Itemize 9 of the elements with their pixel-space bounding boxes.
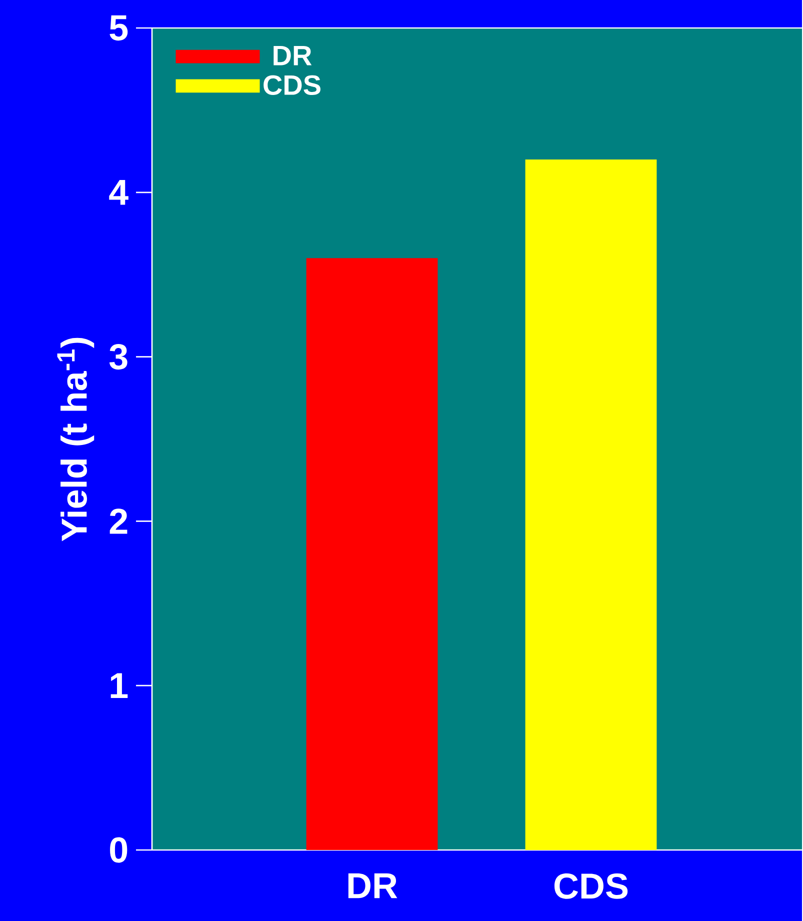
y-tick-label: 2 bbox=[110, 508, 128, 534]
y-tick-label: 0 bbox=[110, 837, 128, 863]
y-axis-title: Yield (t ha$^{-1}$) bbox=[57, 338, 94, 542]
legend-label: CDS bbox=[264, 75, 321, 96]
y-tick-label: 5 bbox=[110, 15, 128, 41]
y-tick-label: 1 bbox=[111, 673, 128, 698]
y-tick-label: 4 bbox=[109, 180, 129, 205]
legend-label: DR bbox=[274, 46, 312, 66]
y-tick-label: 3 bbox=[110, 344, 128, 370]
